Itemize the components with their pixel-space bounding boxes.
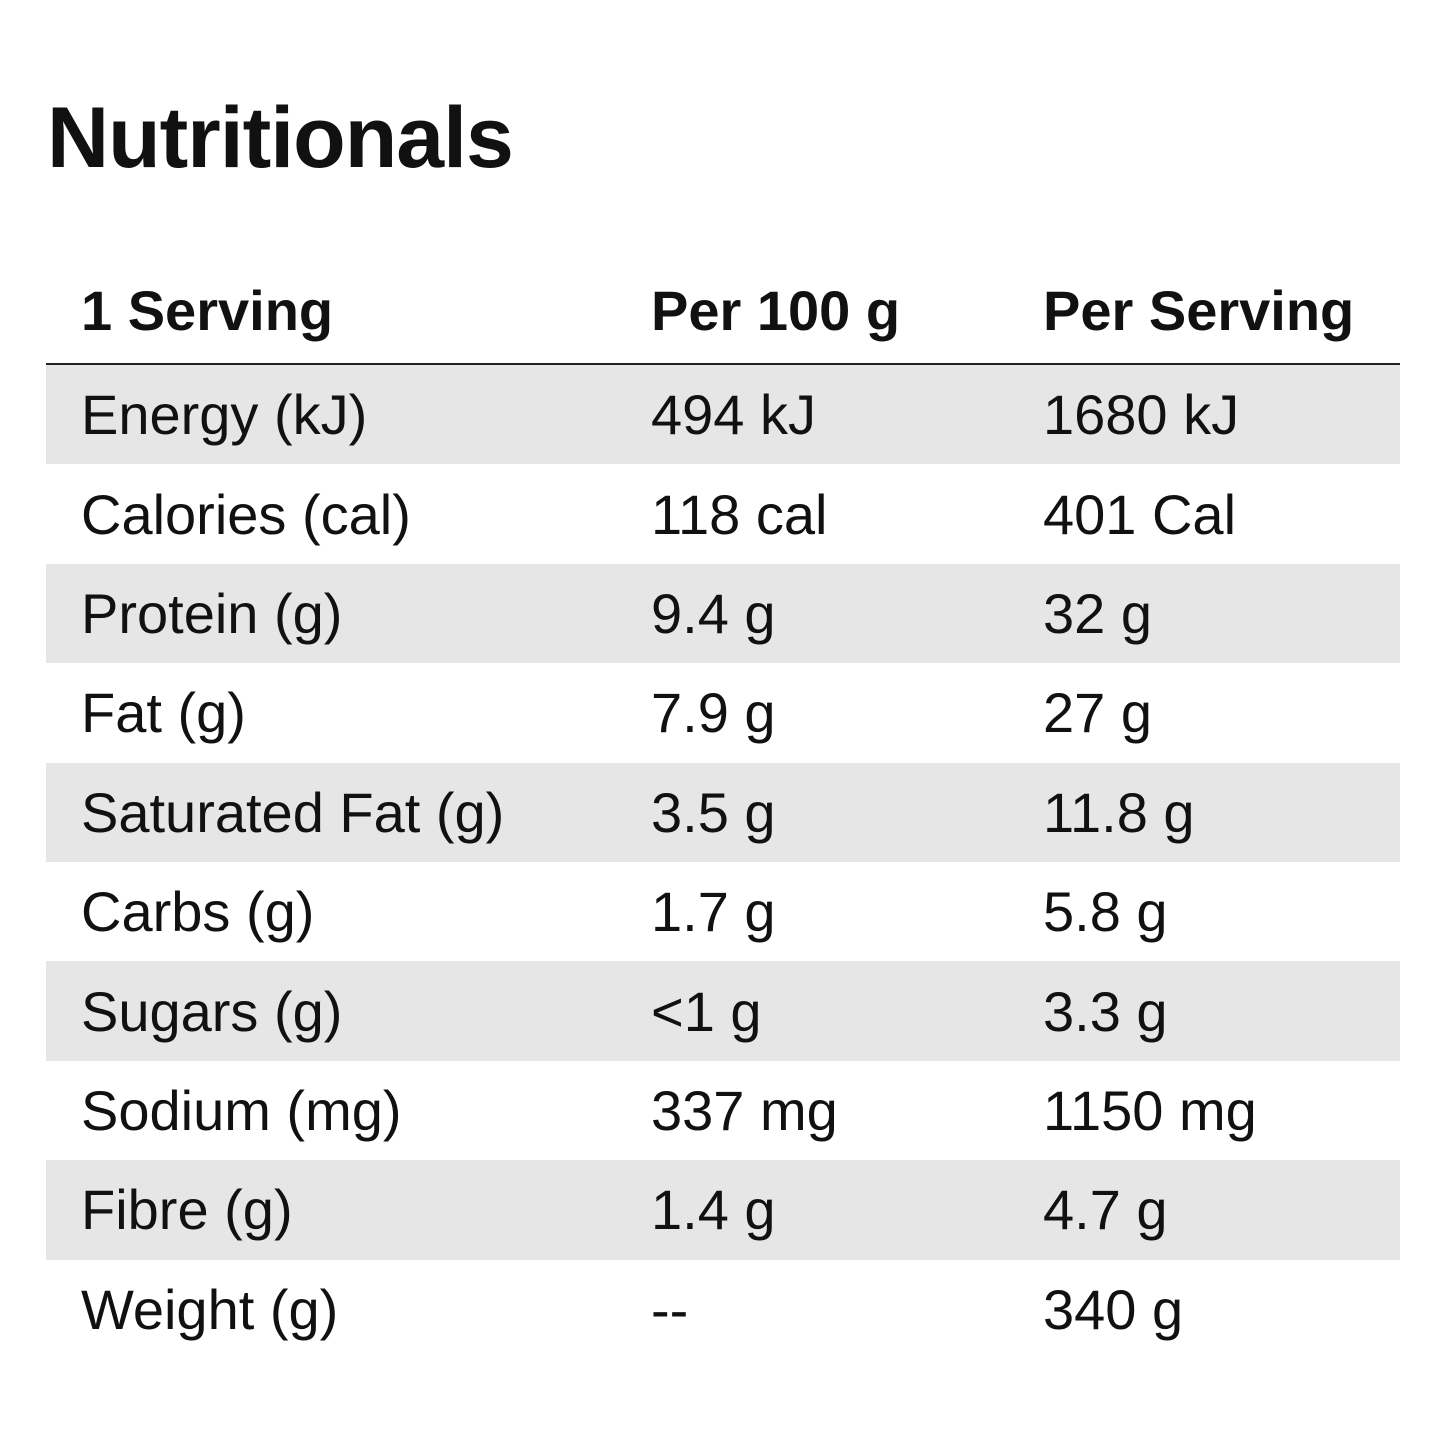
table-row: Fibre (g) 1.4 g 4.7 g [46, 1160, 1400, 1260]
table-row: Sodium (mg) 337 mg 1150 mg [46, 1061, 1400, 1160]
per-100g-value: 494 kJ [651, 383, 816, 447]
per-serving-value: 32 g [1043, 581, 1152, 645]
per-serving-value: 5.8 g [1043, 880, 1168, 944]
header-per-serving: Per Serving [1043, 279, 1355, 342]
nutrient-label: Fibre (g) [81, 1178, 293, 1242]
nutrient-label: Saturated Fat (g) [81, 780, 505, 844]
per-serving-value: 11.8 g [1043, 780, 1195, 844]
nutrient-label: Carbs (g) [81, 880, 315, 944]
per-serving-value: 27 g [1043, 681, 1152, 745]
per-100g-value: 1.7 g [651, 880, 776, 944]
per-serving-value: 4.7 g [1043, 1178, 1168, 1242]
header-serving: 1 Serving [81, 279, 334, 342]
page-title: Nutritionals [47, 90, 514, 186]
nutrient-label: Sodium (mg) [81, 1078, 402, 1142]
nutrient-label: Fat (g) [81, 681, 246, 745]
table-row: Calories (cal) 118 cal 401 Cal [46, 464, 1400, 563]
nutrient-label: Sugars (g) [81, 979, 343, 1043]
per-100g-value: 3.5 g [651, 780, 776, 844]
nutrient-label: Calories (cal) [81, 482, 411, 546]
table-row: Weight (g) -- 340 g [46, 1260, 1400, 1359]
per-100g-value: -- [651, 1277, 689, 1341]
table-row: Carbs (g) 1.7 g 5.8 g [46, 862, 1400, 961]
per-serving-value: 3.3 g [1043, 979, 1168, 1043]
nutrient-label: Weight (g) [81, 1277, 339, 1341]
table-row: Saturated Fat (g) 3.5 g 11.8 g [46, 762, 1400, 862]
table-row: Protein (g) 9.4 g 32 g [46, 563, 1400, 664]
nutrition-table: 1 Serving Per 100 g Per Serving Energy (… [46, 262, 1400, 1359]
per-100g-value: 7.9 g [651, 681, 776, 745]
per-100g-value: 118 cal [651, 482, 828, 546]
per-100g-value: 337 mg [651, 1078, 838, 1142]
nutrient-label: Protein (g) [81, 581, 343, 645]
table-header-row: 1 Serving Per 100 g Per Serving [46, 262, 1400, 365]
per-serving-value: 1680 kJ [1043, 383, 1240, 447]
per-serving-value: 1150 mg [1043, 1078, 1257, 1142]
header-per-100g: Per 100 g [651, 279, 901, 342]
table-row: Sugars (g) <1 g 3.3 g [46, 961, 1400, 1061]
per-100g-value: 9.4 g [651, 581, 776, 645]
per-serving-value: 401 Cal [1043, 482, 1237, 546]
table-row: Energy (kJ) 494 kJ 1680 kJ [46, 365, 1400, 465]
table-row: Fat (g) 7.9 g 27 g [46, 663, 1400, 762]
per-100g-value: <1 g [651, 979, 762, 1043]
per-100g-value: 1.4 g [651, 1178, 776, 1242]
per-serving-value: 340 g [1043, 1277, 1184, 1341]
nutrient-label: Energy (kJ) [81, 383, 368, 447]
